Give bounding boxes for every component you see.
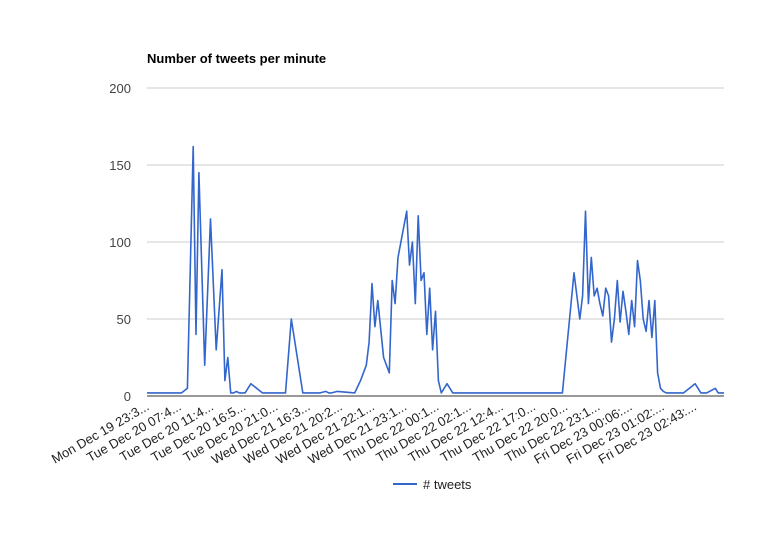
legend-label-tweets: # tweets: [423, 477, 472, 492]
series-line-tweets: [147, 145, 724, 394]
chart-title: Number of tweets per minute: [147, 51, 326, 66]
y-tick-label: 0: [124, 389, 131, 404]
y-tick-label: 200: [109, 81, 131, 96]
y-axis-ticks: 0 50 100 150 200: [109, 81, 131, 404]
y-tick-label: 100: [109, 235, 131, 250]
y-tick-label: 50: [117, 312, 131, 327]
legend: # tweets: [393, 477, 472, 492]
x-axis-ticks: Mon Dec 19 23:3...Tue Dec 20 07:4...Tue …: [49, 399, 699, 468]
series-layer: [147, 145, 724, 394]
gridlines: [147, 87, 724, 397]
y-tick-label: 150: [109, 158, 131, 173]
